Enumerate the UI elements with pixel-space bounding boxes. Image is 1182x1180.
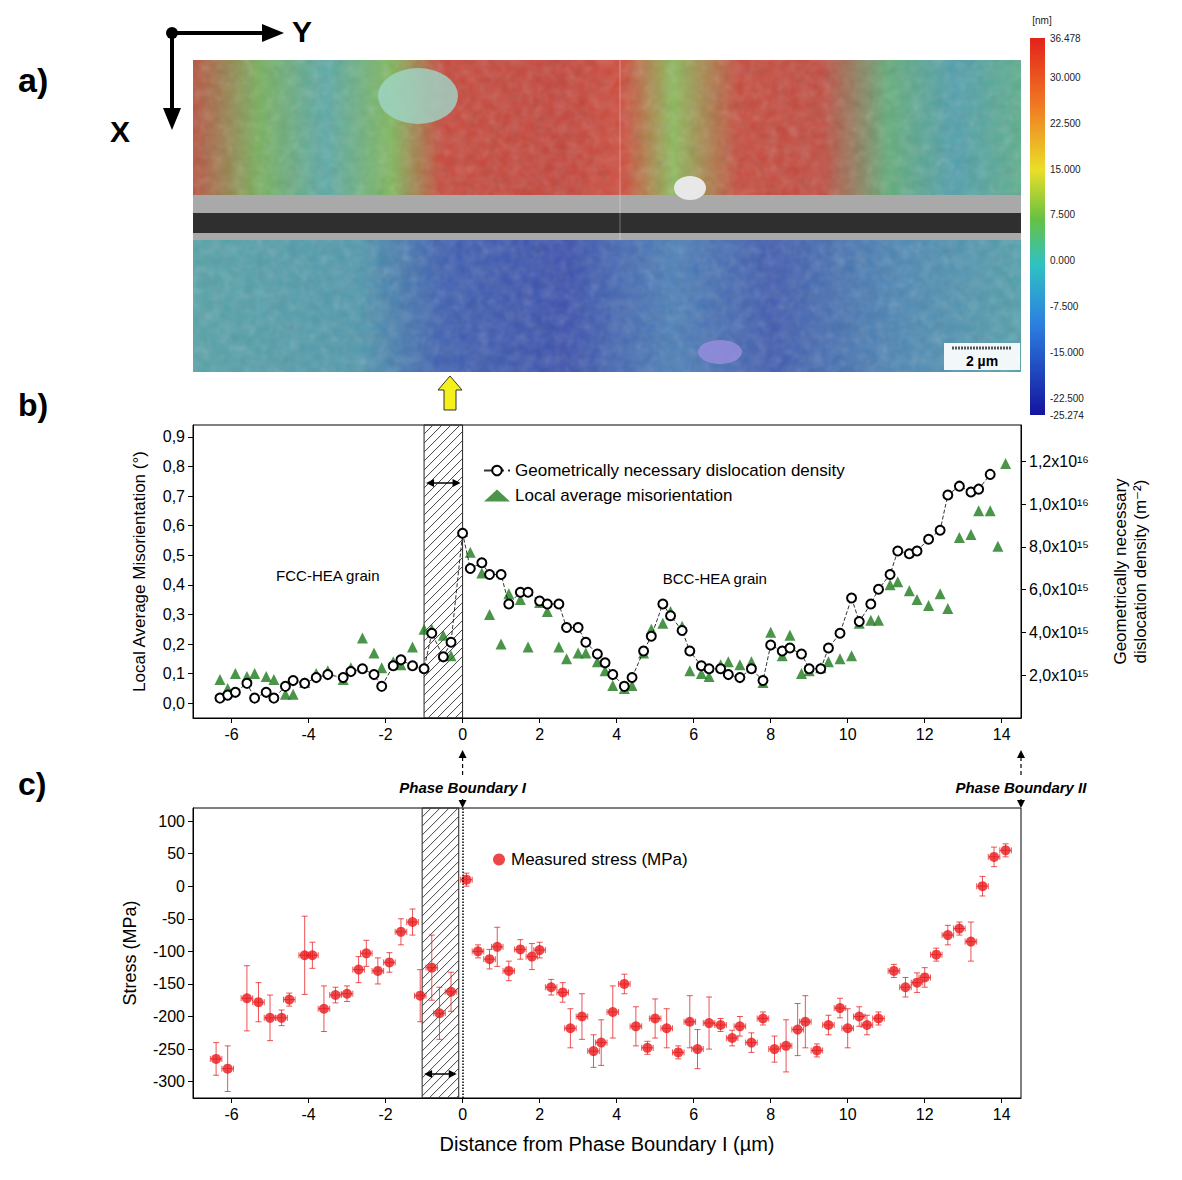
svg-text:8,0x10¹⁵: 8,0x10¹⁵ [1029, 538, 1089, 555]
svg-text:0: 0 [176, 878, 185, 895]
svg-text:36.478: 36.478 [1050, 33, 1081, 44]
svg-text:22.500: 22.500 [1050, 118, 1081, 129]
svg-text:0,4: 0,4 [163, 576, 185, 593]
svg-text:-6: -6 [224, 726, 238, 743]
svg-text:FCC-HEA grain: FCC-HEA grain [276, 567, 379, 584]
svg-text:2: 2 [535, 1106, 544, 1123]
svg-text:0,7: 0,7 [163, 488, 185, 505]
svg-text:c): c) [18, 766, 46, 802]
svg-text:X: X [110, 115, 130, 148]
svg-text:BCC-HEA grain: BCC-HEA grain [663, 570, 767, 587]
svg-text:-2: -2 [378, 1106, 392, 1123]
svg-text:15.000: 15.000 [1050, 164, 1081, 175]
svg-text:100: 100 [158, 813, 185, 830]
svg-text:-50: -50 [162, 910, 185, 927]
svg-text:0,0: 0,0 [163, 695, 185, 712]
svg-text:0,8: 0,8 [163, 458, 185, 475]
svg-text:0,1: 0,1 [163, 665, 185, 682]
svg-text:-4: -4 [301, 726, 315, 743]
svg-text:Phase Boundary I: Phase Boundary I [399, 779, 527, 796]
svg-text:10: 10 [839, 726, 857, 743]
svg-text:0,3: 0,3 [163, 606, 185, 623]
svg-text:50: 50 [167, 845, 185, 862]
svg-text:-25.274: -25.274 [1050, 410, 1084, 421]
svg-text:Distance from Phase Boundary I: Distance from Phase Boundary I (µm) [440, 1133, 775, 1155]
svg-text:14: 14 [993, 1106, 1011, 1123]
svg-text:Local average misorientation: Local average misorientation [515, 486, 732, 505]
svg-text:Geometrically necessary disloc: Geometrically necessary dislocation dens… [515, 461, 845, 480]
svg-text:-4: -4 [301, 1106, 315, 1123]
svg-text:0,5: 0,5 [163, 547, 185, 564]
svg-text:6,0x10¹⁵: 6,0x10¹⁵ [1029, 581, 1089, 598]
svg-text:b): b) [18, 387, 48, 423]
svg-text:4: 4 [612, 726, 621, 743]
svg-text:1,0x10¹⁶: 1,0x10¹⁶ [1029, 496, 1089, 513]
svg-text:-6: -6 [224, 1106, 238, 1123]
svg-text:10: 10 [839, 1106, 857, 1123]
svg-text:Y: Y [292, 15, 312, 48]
svg-text:0: 0 [458, 726, 467, 743]
svg-text:1,2x10¹⁶: 1,2x10¹⁶ [1029, 453, 1089, 470]
svg-text:-2: -2 [378, 726, 392, 743]
svg-text:0,6: 0,6 [163, 517, 185, 534]
svg-text:12: 12 [916, 1106, 934, 1123]
svg-text:6: 6 [689, 726, 698, 743]
svg-text:0: 0 [458, 1106, 467, 1123]
svg-text:2 µm: 2 µm [966, 353, 998, 369]
svg-text:-300: -300 [153, 1073, 185, 1090]
svg-text:8: 8 [766, 1106, 775, 1123]
svg-text:-15.000: -15.000 [1050, 347, 1084, 358]
svg-text:-250: -250 [153, 1041, 185, 1058]
svg-text:30.000: 30.000 [1050, 72, 1081, 83]
svg-text:-100: -100 [153, 943, 185, 960]
svg-text:2,0x10¹⁵: 2,0x10¹⁵ [1029, 667, 1089, 684]
svg-text:-150: -150 [153, 975, 185, 992]
svg-text:a): a) [18, 61, 48, 99]
svg-text:8: 8 [766, 726, 775, 743]
svg-text:Measured stress (MPa): Measured stress (MPa) [511, 850, 688, 869]
svg-text:-22.500: -22.500 [1050, 393, 1084, 404]
svg-text:12: 12 [916, 726, 934, 743]
svg-text:14: 14 [993, 726, 1011, 743]
svg-text:0,9: 0,9 [163, 428, 185, 445]
svg-text:2: 2 [535, 726, 544, 743]
svg-text:6: 6 [689, 1106, 698, 1123]
svg-text:-200: -200 [153, 1008, 185, 1025]
svg-text:Phase Boundary II: Phase Boundary II [956, 779, 1088, 796]
svg-text:[nm]: [nm] [1032, 15, 1052, 26]
svg-text:7.500: 7.500 [1050, 209, 1075, 220]
svg-text:Stress (MPa): Stress (MPa) [120, 900, 140, 1005]
svg-text:Geometrically necessary: Geometrically necessary [1111, 478, 1130, 665]
svg-text:dislocation density (m⁻²): dislocation density (m⁻²) [1131, 480, 1150, 664]
svg-text:-7.500: -7.500 [1050, 301, 1079, 312]
svg-text:Local Average Misorientation (: Local Average Misorientation (°) [130, 451, 149, 692]
svg-text:0.000: 0.000 [1050, 255, 1075, 266]
svg-text:4,0x10¹⁵: 4,0x10¹⁵ [1029, 624, 1089, 641]
svg-text:4: 4 [612, 1106, 621, 1123]
svg-text:0,2: 0,2 [163, 636, 185, 653]
